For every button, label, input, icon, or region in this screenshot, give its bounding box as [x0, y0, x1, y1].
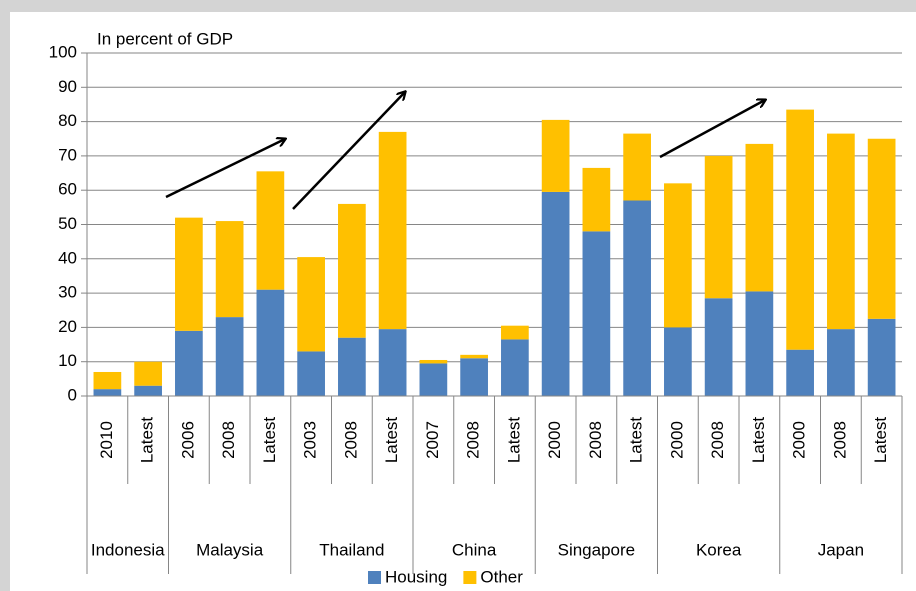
- trend-arrow: [659, 100, 765, 159]
- y-tick-label: 20: [58, 317, 77, 336]
- bar-segment: [582, 167, 611, 232]
- group-label: Malaysia: [196, 540, 264, 559]
- legend-label: Other: [480, 567, 523, 586]
- plot: 0 10 20 30 40 50 60 70 80 90 100 2010 Latest 2006 2008…: [49, 42, 903, 586]
- y-tick-label: 80: [58, 111, 77, 130]
- bar-segment: [215, 317, 244, 396]
- bar-segment: [623, 200, 651, 396]
- bar-segment: [134, 361, 162, 386]
- y-tick-label: 90: [58, 77, 77, 96]
- y-tick-label: 100: [49, 42, 77, 61]
- bar-segment: [378, 131, 407, 330]
- bar-segment: [664, 327, 692, 396]
- x-tick-label: 2008: [708, 421, 727, 459]
- bar-segment: [175, 330, 203, 396]
- bar-segment: [175, 217, 203, 331]
- trend-arrow: [165, 139, 285, 199]
- group-label: Thailand: [319, 540, 384, 559]
- legend-label: Housing: [385, 567, 447, 586]
- bar-segment: [704, 298, 733, 396]
- bar-segment: [541, 119, 570, 192]
- bar-segment: [745, 291, 774, 396]
- x-tick-label: 2000: [667, 421, 686, 459]
- bar-segment: [623, 133, 651, 201]
- bar-segment: [378, 329, 407, 396]
- bar-segment: [827, 133, 855, 330]
- y-tick-label: 0: [68, 385, 77, 404]
- y-tick-label: 50: [58, 214, 77, 233]
- group-label: China: [452, 540, 497, 559]
- x-tick-label: 2007: [423, 421, 442, 459]
- x-tick-label: 2010: [97, 421, 116, 459]
- bar-segment: [460, 358, 488, 396]
- bar-segment: [501, 339, 529, 396]
- bar-segment: [338, 203, 366, 338]
- x-tick-label: 2003: [301, 421, 320, 459]
- x-tick-label: Latest: [382, 417, 401, 464]
- x-tick-label: 2006: [178, 421, 197, 459]
- x-tick-label: 2008: [219, 421, 238, 459]
- trend-arrow: [292, 92, 405, 210]
- bar-segment: [664, 183, 692, 328]
- y-tick-label: 40: [58, 248, 77, 267]
- x-tick-label: Latest: [138, 417, 157, 464]
- legend-swatch: [368, 571, 381, 584]
- x-tick-label: 2008: [586, 421, 605, 459]
- y-tick-label: 70: [58, 145, 77, 164]
- bar-segment: [745, 143, 774, 292]
- bar-segment: [827, 329, 855, 396]
- bar-segment: [297, 257, 325, 352]
- group-label: Japan: [818, 540, 864, 559]
- bar-segment: [256, 171, 285, 290]
- x-tick-label: 2000: [545, 421, 564, 459]
- bar-segment: [582, 231, 611, 396]
- bar-segment: [704, 155, 733, 299]
- bar-segment: [93, 389, 122, 396]
- y-tick-label: 30: [58, 283, 77, 302]
- bar-segment: [338, 337, 366, 396]
- y-tick-label: 10: [58, 351, 77, 370]
- bar-segment: [786, 109, 814, 350]
- bar-segment: [867, 138, 896, 319]
- x-tick-label: 2008: [830, 421, 849, 459]
- bar-segment: [134, 385, 162, 396]
- group-label: Singapore: [558, 540, 636, 559]
- bar-segment: [501, 325, 529, 340]
- x-tick-label: Latest: [260, 417, 279, 464]
- bar-segment: [419, 363, 448, 396]
- bar-segment: [215, 221, 244, 318]
- bar-segment: [786, 349, 814, 396]
- x-tick-label: 2008: [464, 421, 483, 459]
- y-axis-title: In percent of GDP: [97, 29, 233, 48]
- x-tick-label: Latest: [627, 417, 646, 464]
- group-label: Korea: [696, 540, 742, 559]
- x-tick-label: Latest: [871, 417, 890, 464]
- bar-segment: [460, 354, 488, 359]
- x-tick-label: Latest: [749, 417, 768, 464]
- x-tick-label: 2008: [341, 421, 360, 459]
- group-label: Indonesia: [91, 540, 165, 559]
- bar-segment: [541, 191, 570, 396]
- x-tick-label: 2000: [790, 421, 809, 459]
- bar-segment: [419, 359, 448, 364]
- bar-segment: [867, 318, 896, 396]
- bar-segment: [93, 371, 122, 390]
- bar-segment: [256, 289, 285, 396]
- y-tick-label: 60: [58, 180, 77, 199]
- x-tick-label: Latest: [504, 417, 523, 464]
- legend-swatch: [463, 571, 477, 584]
- bar-segment: [297, 351, 325, 396]
